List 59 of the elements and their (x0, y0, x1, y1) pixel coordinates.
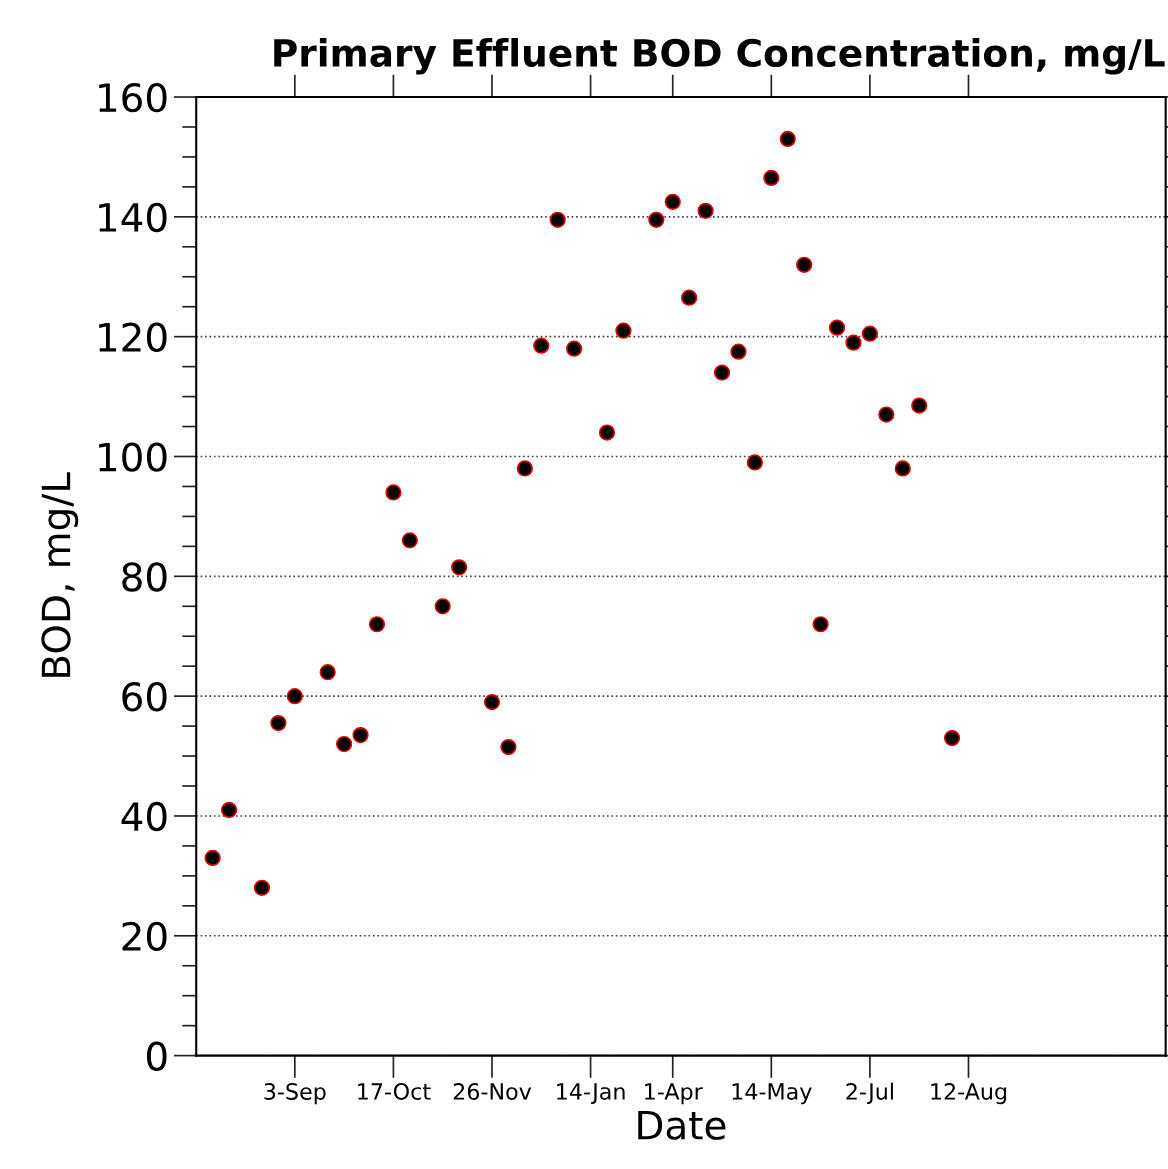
point (828, 319, 846, 336)
point (796, 256, 813, 273)
point (746, 454, 764, 471)
point (779, 130, 796, 148)
point (911, 397, 928, 414)
point (352, 726, 369, 744)
point (270, 714, 287, 732)
x-tick-label: 17-Oct (358, 1083, 431, 1100)
point (681, 289, 698, 306)
point (664, 193, 681, 210)
point (894, 460, 911, 477)
point (812, 616, 829, 633)
x-tick-label: 2-Jul (846, 1082, 893, 1105)
point (648, 211, 665, 228)
y-tick-label: 60 (122, 682, 167, 712)
point (713, 364, 731, 381)
x-tick-label: 1-Apr (645, 1083, 703, 1105)
x-tick-label: 26-Nov (453, 1083, 532, 1100)
point (549, 211, 566, 228)
x-tick-label: 14-Jan (557, 1083, 625, 1105)
point (434, 598, 451, 615)
point (204, 849, 221, 867)
point (845, 334, 862, 351)
point (286, 688, 303, 705)
point (861, 325, 879, 342)
y-tick-label: 20 (122, 921, 167, 952)
point (763, 169, 780, 187)
y-tick-label: 0 (146, 1041, 167, 1071)
point (878, 406, 895, 423)
point (385, 484, 402, 501)
point (500, 738, 517, 756)
point (483, 694, 501, 711)
point (730, 343, 747, 360)
y-tick-label: 80 (122, 562, 167, 592)
chart-title: Primary Effluent BOD Concentration, mg/L (274, 37, 1165, 75)
y-tick-label: 140 (99, 202, 167, 233)
point (451, 559, 468, 576)
y-tick-label: 120 (99, 322, 167, 352)
point (220, 801, 238, 819)
point (516, 460, 533, 477)
x-tick-label: 12-Aug (931, 1083, 1007, 1105)
point (566, 340, 583, 357)
x-tick-label: 3-Sep (264, 1083, 326, 1105)
point (533, 337, 550, 354)
point (598, 424, 616, 441)
y-axis-title: BOD, mg/L (41, 472, 79, 677)
x-axis-title: Date (638, 1110, 726, 1140)
x-tick-label: 14-May (732, 1083, 812, 1105)
point (335, 735, 353, 753)
point (697, 202, 714, 219)
y-tick-label: 40 (121, 801, 167, 832)
point (253, 879, 271, 896)
point (368, 616, 386, 633)
y-tick-label: 160 (99, 82, 167, 113)
point (319, 664, 336, 681)
point (943, 729, 961, 747)
point (401, 532, 418, 549)
point (615, 322, 632, 339)
y-tick-label: 100 (99, 442, 167, 472)
